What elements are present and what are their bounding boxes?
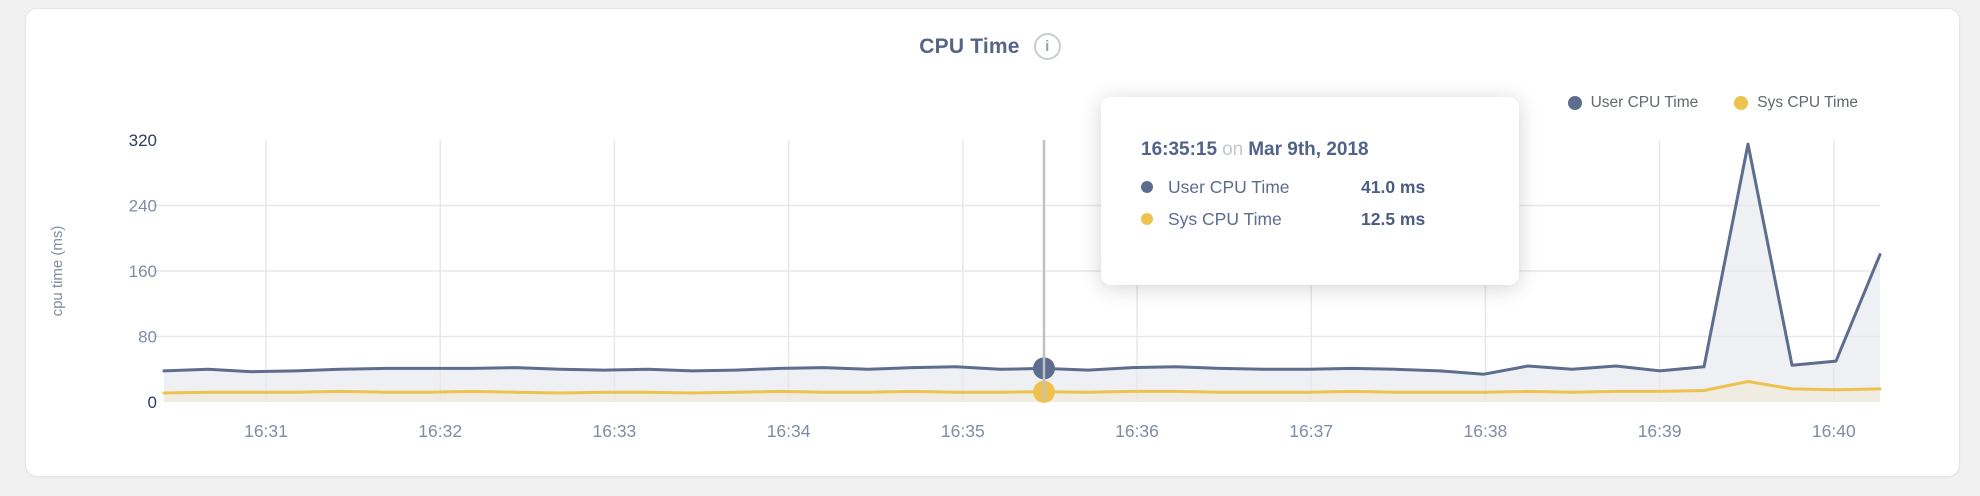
- series-line-sys: [162, 380, 1882, 395]
- tooltip-date: Mar 9th, 2018: [1248, 139, 1369, 160]
- y-tick-label: 320: [129, 131, 157, 150]
- series-area-sys: [164, 381, 1880, 402]
- y-tick-label: 0: [148, 393, 157, 412]
- chart-title: CPU Time: [919, 34, 1020, 58]
- x-tick-label: 16:34: [767, 421, 811, 441]
- x-tick-label: 16:39: [1638, 421, 1682, 441]
- x-tick-label: 16:37: [1289, 421, 1333, 441]
- legend-dot-user: [1567, 96, 1582, 110]
- legend-item-sys-cpu-time[interactable]: Sys CPU Time: [1734, 94, 1858, 112]
- x-tick-label: 16:38: [1464, 421, 1508, 441]
- info-icon[interactable]: i: [1033, 33, 1061, 60]
- tooltip-label-user: User CPU Time: [1168, 176, 1290, 197]
- x-tick-label: 16:40: [1812, 421, 1856, 441]
- y-tick-label: 160: [129, 262, 157, 281]
- tooltip-title: 16:35:15 on Mar 9th, 2018: [1141, 139, 1479, 161]
- x-tick-label: 16:35: [941, 421, 985, 441]
- tooltip-value-user: 41.0 ms: [1361, 176, 1426, 197]
- x-tick-label: 16:32: [418, 421, 462, 441]
- legend-label-user: User CPU Time: [1590, 94, 1699, 111]
- tooltip-time: 16:35:15: [1141, 139, 1218, 160]
- x-tick-label: 16:36: [1115, 421, 1159, 441]
- tooltip-dot-user: [1141, 181, 1153, 193]
- legend-label-sys: Sys CPU Time: [1757, 94, 1858, 111]
- x-tick-label: 16:33: [593, 421, 637, 441]
- y-axis-title: cpu time (ms): [49, 226, 66, 317]
- tooltip-row-sys: Sys CPU Time 12.5 ms: [1141, 208, 1479, 230]
- tooltip-value-sys: 12.5 ms: [1361, 208, 1426, 229]
- tooltip: 16:35:15 on Mar 9th, 2018 User CPU Time 41…: [1101, 97, 1519, 285]
- series-area-user: [164, 144, 1880, 402]
- tooltip-dot-sys: [1141, 213, 1153, 225]
- tooltip-label-sys: Sys CPU Time: [1168, 208, 1282, 229]
- legend-item-user-cpu-time[interactable]: User CPU Time: [1567, 94, 1699, 112]
- x-tick-label: 16:31: [244, 421, 288, 441]
- legend-dot-sys: [1734, 96, 1749, 110]
- series-line-user: [162, 142, 1882, 376]
- y-tick-label: 80: [138, 328, 157, 347]
- y-tick-label: 240: [129, 197, 157, 216]
- legend: User CPU Time Sys CPU Time: [1567, 94, 1858, 112]
- tooltip-connector: on: [1222, 139, 1244, 160]
- chart-header: CPU Time i: [0, 33, 1980, 60]
- tooltip-row-user: User CPU Time 41.0 ms: [1141, 176, 1479, 198]
